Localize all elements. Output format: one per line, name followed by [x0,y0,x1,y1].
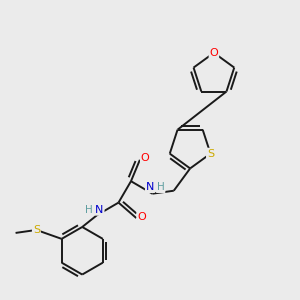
Text: N: N [95,205,104,215]
Text: N: N [146,182,154,192]
Text: O: O [137,212,146,222]
Text: S: S [33,225,40,235]
Text: O: O [141,153,150,163]
Text: H: H [85,205,93,215]
Text: O: O [209,48,218,58]
Text: H: H [157,182,165,192]
Text: S: S [207,148,214,159]
